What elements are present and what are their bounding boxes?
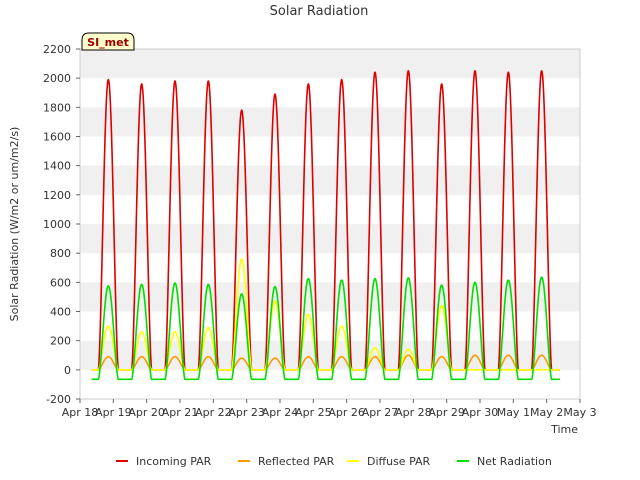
y-tick-label: 400 [50, 306, 71, 319]
y-tick-label: 2000 [43, 72, 71, 85]
legend-label-net-radiation: Net Radiation [477, 455, 552, 468]
y-tick-label: 1400 [43, 160, 71, 173]
y-axis-title: Solar Radiation (W/m2 or um/m2/s) [8, 127, 21, 322]
x-tick-label: Apr 30 [462, 406, 499, 419]
x-tick-label: Apr 19 [95, 406, 132, 419]
series-line-net-radiation [91, 276, 560, 381]
y-tick-label: 0 [64, 364, 71, 377]
y-tick-label: 600 [50, 276, 71, 289]
chart-title: Solar Radiation [270, 4, 369, 19]
x-tick-label: May 3 [563, 406, 596, 419]
y-tick-label: 1000 [43, 218, 71, 231]
background-band [80, 165, 580, 195]
x-tick-label: Apr 27 [362, 406, 399, 419]
background-band [80, 107, 580, 137]
x-tick-label: May 1 [497, 406, 530, 419]
y-axis-ticks: -200 0 200 400 600 800 1000 1200 1400 1600 1800 200… [43, 43, 80, 406]
y-tick-label: 1800 [43, 101, 71, 114]
legend-label-reflected-par: Reflected PAR [258, 455, 335, 468]
legend: Incoming PAR Reflected PAR Diffuse PAR Net … [116, 455, 552, 468]
x-axis-title: Time [550, 423, 578, 436]
x-tick-label: Apr 18 [62, 406, 99, 419]
x-tick-label: Apr 23 [228, 406, 265, 419]
x-tick-label: Apr 29 [428, 406, 465, 419]
background-band [80, 224, 580, 254]
x-tick-label: Apr 22 [195, 406, 232, 419]
y-tick-label: 1200 [43, 189, 71, 202]
y-tick-label: -200 [46, 393, 71, 406]
legend-label-diffuse-par: Diffuse PAR [367, 455, 431, 468]
dataset-badge: SI_met [81, 32, 135, 51]
background-band [80, 282, 580, 312]
legend-label-incoming-par: Incoming PAR [136, 455, 212, 468]
background-band [80, 49, 580, 79]
dataset-badge-box [81, 32, 135, 51]
x-tick-label: Apr 26 [328, 406, 365, 419]
x-tick-label: Apr 20 [128, 406, 165, 419]
plot-background-bands [80, 49, 580, 370]
y-tick-label: 800 [50, 247, 71, 260]
x-tick-label: Apr 21 [162, 406, 199, 419]
dataset-badge-label: SI_met [87, 36, 129, 49]
y-tick-label: 1600 [43, 131, 71, 144]
x-tick-label: May 2 [530, 406, 563, 419]
y-tick-label: 200 [50, 335, 71, 348]
series-line-diffuse-par [91, 258, 560, 371]
series-lines [91, 69, 560, 381]
background-band [80, 340, 580, 370]
x-tick-label: Apr 24 [262, 406, 299, 419]
y-tick-label: 2200 [43, 43, 71, 56]
x-tick-label: Apr 28 [395, 406, 432, 419]
x-tick-label: Apr 25 [295, 406, 332, 419]
